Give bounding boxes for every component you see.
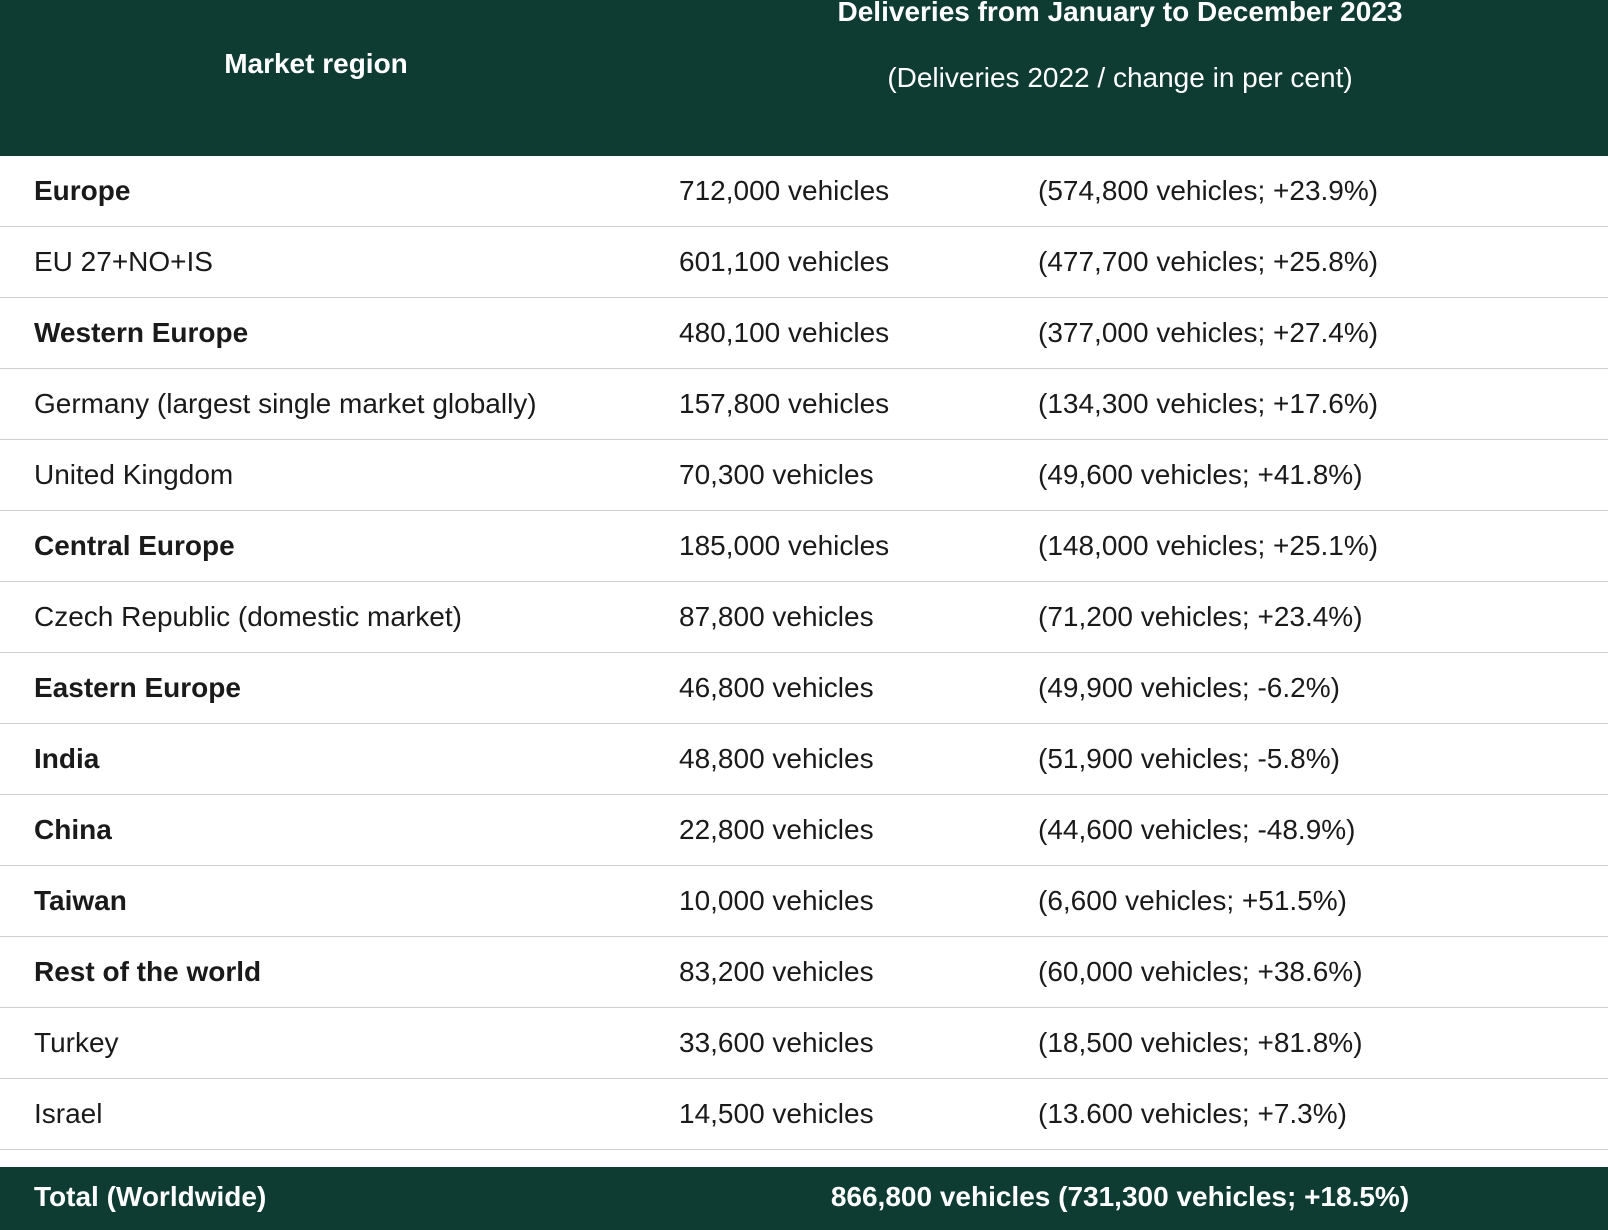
cell-deliveries-2023: 601,100 vehicles [679, 246, 890, 277]
cell-deliveries-2023: 712,000 vehicles [679, 175, 890, 206]
header-market-region: Market region [224, 48, 408, 79]
cell-deliveries-2022-change: (44,600 vehicles; -48.9%) [1038, 814, 1356, 845]
cell-market-region: Taiwan [34, 885, 127, 916]
cell-deliveries-2022-change: (49,900 vehicles; -6.2%) [1038, 672, 1340, 703]
cell-market-region: Germany (largest single market globally) [34, 388, 537, 419]
cell-market-region: Israel [34, 1098, 103, 1129]
cell-deliveries-2023: 157,800 vehicles [679, 388, 890, 419]
cell-deliveries-2023: 10,000 vehicles [679, 885, 874, 916]
header-deliveries-title: Deliveries from January to December 2023 [837, 0, 1403, 27]
cell-deliveries-2023: 22,800 vehicles [679, 814, 874, 845]
table-row: Germany (largest single market globally)… [0, 369, 1608, 440]
table-row: Czech Republic (domestic market) 87,800 v… [0, 582, 1608, 653]
cell-deliveries-2022-change: (377,000 vehicles; +27.4%) [1038, 317, 1379, 348]
cell-deliveries-2022-change: (51,900 vehicles; -5.8%) [1038, 743, 1340, 774]
cell-deliveries-2023: 185,000 vehicles [679, 530, 890, 561]
cell-deliveries-2023: 70,300 vehicles [679, 459, 874, 490]
cell-deliveries-2022-change: (6,600 vehicles; +51.5%) [1038, 885, 1347, 916]
table-row: China 22,800 vehicles (44,600 vehicles; -4… [0, 795, 1608, 866]
cell-deliveries-2022-change: (574,800 vehicles; +23.9%) [1038, 175, 1379, 206]
cell-market-region: Europe [34, 175, 131, 206]
table-row: EU 27+NO+IS 601,100 vehicles (477,700 vehi… [0, 227, 1608, 298]
cell-deliveries-2023: 48,800 vehicles [679, 743, 874, 774]
cell-deliveries-2022-change: (60,000 vehicles; +38.6%) [1038, 956, 1363, 987]
cell-deliveries-2023: 46,800 vehicles [679, 672, 874, 703]
table-row: Central Europe 185,000 vehicles (148,000 v… [0, 511, 1608, 582]
table-body: Europe 712,000 vehicles (574,800 vehicles;… [0, 156, 1608, 1150]
table-row: India 48,800 vehicles (51,900 vehicles; -5… [0, 724, 1608, 795]
cell-deliveries-2023: 14,500 vehicles [679, 1098, 874, 1129]
cell-deliveries-2022-change: (148,000 vehicles; +25.1%) [1038, 530, 1379, 561]
table-row: Israel 14,500 vehicles (13.600 vehicles; +… [0, 1079, 1608, 1150]
cell-market-region: China [34, 814, 112, 845]
cell-deliveries-2022-change: (18,500 vehicles; +81.8%) [1038, 1027, 1363, 1058]
cell-market-region: Central Europe [34, 530, 235, 561]
cell-deliveries-2023: 33,600 vehicles [679, 1027, 874, 1058]
table-row: Europe 712,000 vehicles (574,800 vehicles;… [0, 156, 1608, 227]
table-row: Rest of the world 83,200 vehicles (60,000 … [0, 937, 1608, 1008]
cell-deliveries-2022-change: (134,300 vehicles; +17.6%) [1038, 388, 1379, 419]
table-row: Western Europe 480,100 vehicles (377,000 v… [0, 298, 1608, 369]
cell-market-region: Czech Republic (domestic market) [34, 601, 462, 632]
cell-market-region: United Kingdom [34, 459, 234, 490]
table-row: Eastern Europe 46,800 vehicles (49,900 veh… [0, 653, 1608, 724]
cell-deliveries-2022-change: (477,700 vehicles; +25.8%) [1038, 246, 1379, 277]
cell-deliveries-2022-change: (49,600 vehicles; +41.8%) [1038, 459, 1363, 490]
footer-total-value: 866,800 vehicles (731,300 vehicles; +18.… [830, 1181, 1410, 1212]
cell-deliveries-2023: 83,200 vehicles [679, 956, 874, 987]
table-row: Taiwan 10,000 vehicles (6,600 vehicles; +5… [0, 866, 1608, 937]
header-deliveries-subtitle: (Deliveries 2022 / change in per cent) [887, 62, 1353, 93]
cell-market-region: EU 27+NO+IS [34, 246, 213, 277]
cell-market-region: Rest of the world [34, 956, 262, 987]
cell-deliveries-2022-change: (13.600 vehicles; +7.3%) [1038, 1098, 1347, 1129]
table-row: United Kingdom 70,300 vehicles (49,600 veh… [0, 440, 1608, 511]
footer-total-label: Total (Worldwide) [34, 1181, 267, 1212]
table-footer: Total (Worldwide) 866,800 vehicles (731,… [0, 1167, 1608, 1230]
header-deliveries: Deliveries from January to December 2023… [632, 0, 1608, 98]
table-header: Market region Deliveries from January to… [0, 0, 1608, 156]
cell-market-region: Western Europe [34, 317, 249, 348]
cell-market-region: India [34, 743, 100, 774]
cell-deliveries-2023: 87,800 vehicles [679, 601, 874, 632]
cell-deliveries-2023: 480,100 vehicles [679, 317, 890, 348]
cell-market-region: Eastern Europe [34, 672, 241, 703]
table-row: Turkey 33,600 vehicles (18,500 vehicles; +… [0, 1008, 1608, 1079]
cell-market-region: Turkey [34, 1027, 119, 1058]
cell-deliveries-2022-change: (71,200 vehicles; +23.4%) [1038, 601, 1363, 632]
